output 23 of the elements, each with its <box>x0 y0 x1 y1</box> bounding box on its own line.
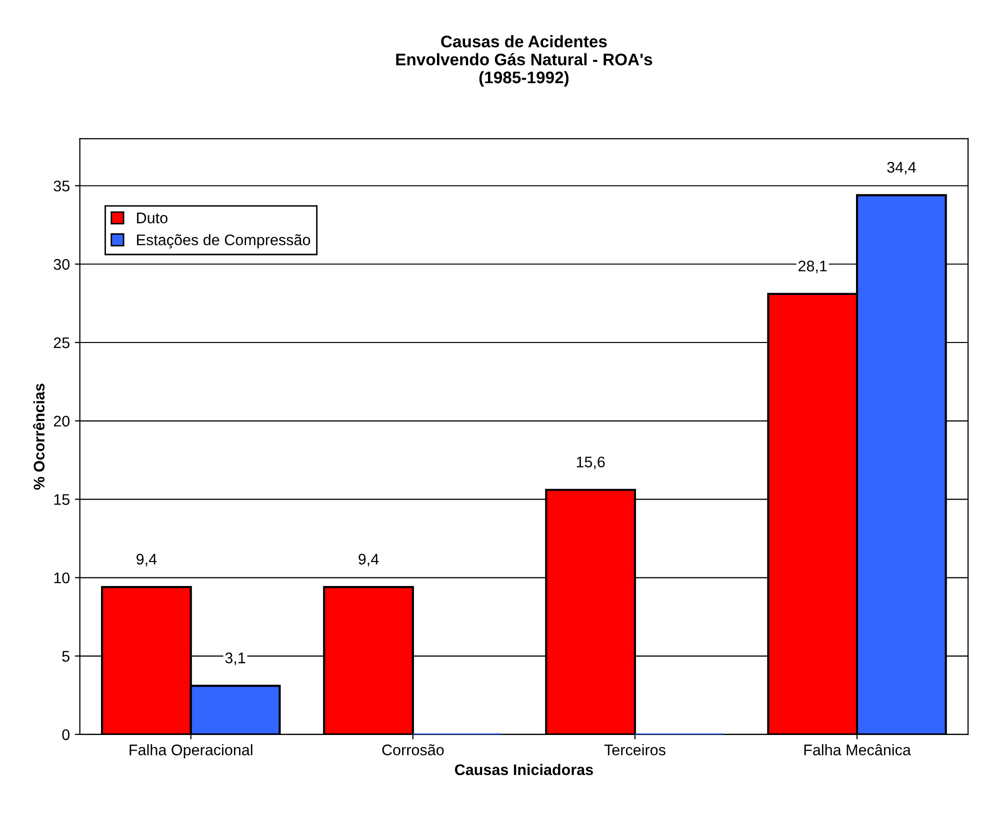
y-tick-label: 30 <box>54 258 70 270</box>
y-tick-label: 10 <box>54 572 70 584</box>
y-axis-title: % Ocorrências <box>32 384 45 490</box>
x-tick-label: Corrosão <box>382 744 444 756</box>
data-label: 15,6 <box>576 456 605 470</box>
data-label: 28,1 <box>798 260 827 274</box>
x-tick-label: Falha Mecânica <box>804 744 911 756</box>
x-axis-title: Causas Iniciadoras <box>454 764 593 776</box>
legend-label: Estações de Compressão <box>137 234 310 248</box>
data-label: 34,4 <box>887 162 916 174</box>
chart-title: Causas de Acidentes Envolvendo Gás Natural - ROA's (1985-1992) <box>396 35 652 87</box>
x-tick-label: Falha Operacional <box>130 744 252 758</box>
data-label: 3,1 <box>225 652 246 666</box>
y-tick-label: 20 <box>54 416 70 427</box>
y-tick-label: 5 <box>62 651 70 662</box>
y-tick-label: 15 <box>54 494 70 505</box>
x-tick-label: Terceiros <box>604 744 666 756</box>
data-label: 9,4 <box>136 554 157 566</box>
y-tick-label: 0 <box>62 729 70 740</box>
y-tick-label: 25 <box>54 337 70 348</box>
legend-label: Duto <box>137 212 168 224</box>
y-tick-label: 35 <box>54 180 70 192</box>
data-label: 9,4 <box>358 554 379 566</box>
